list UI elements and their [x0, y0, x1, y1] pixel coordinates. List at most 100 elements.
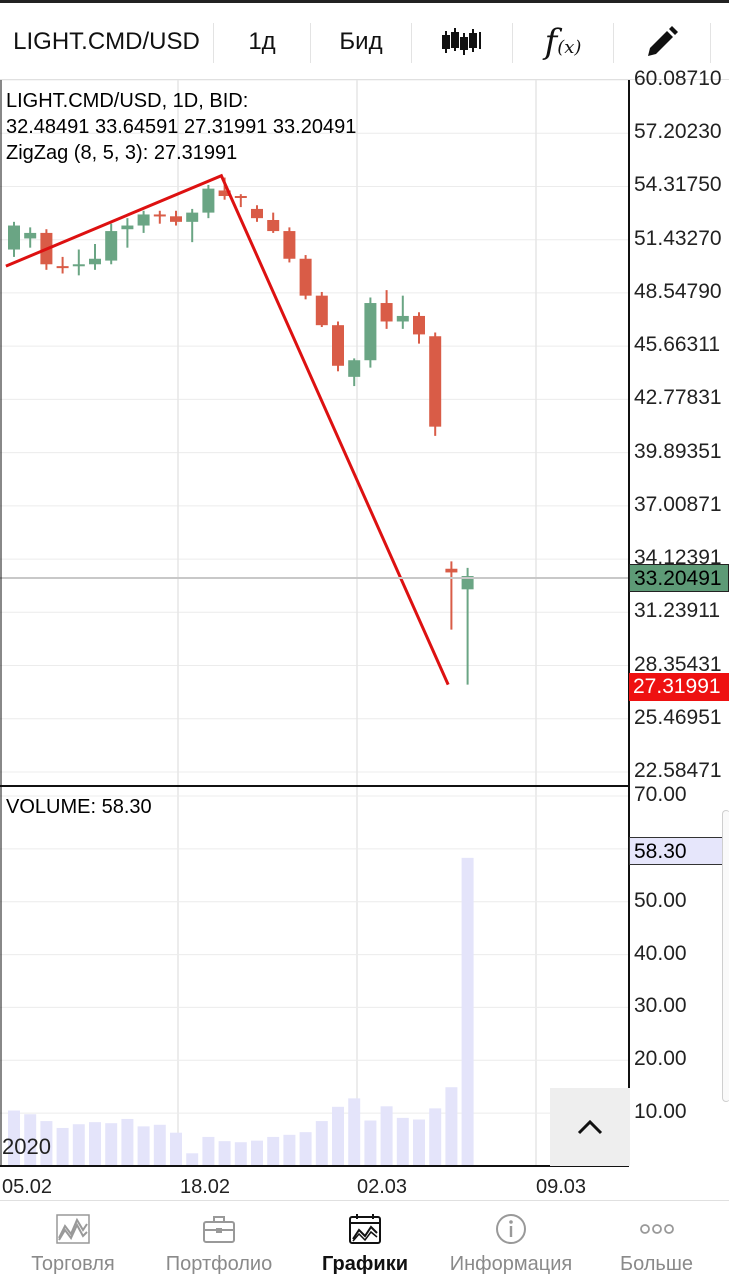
nav-label: Информация — [449, 1253, 573, 1275]
nav-label: Торговля — [31, 1253, 115, 1275]
volume-axis-label: 10.00 — [634, 1100, 687, 1124]
candle-body — [267, 219, 280, 232]
volume-axis-label: 20.00 — [634, 1047, 687, 1071]
volume-bar — [24, 1114, 37, 1166]
volume-bar — [72, 1124, 85, 1166]
candle-body — [315, 295, 328, 326]
candle-body — [251, 208, 263, 219]
volume-bar — [315, 1121, 328, 1166]
volume-bar — [396, 1117, 409, 1166]
candle-body — [72, 264, 85, 267]
volume-bar — [89, 1122, 101, 1166]
volume-axis-label: 50.00 — [634, 888, 687, 912]
candle-body — [234, 196, 247, 199]
function-icon: f (x) — [544, 21, 582, 62]
date-label: 02.03 — [357, 1176, 408, 1198]
volume-bar — [153, 1124, 166, 1166]
volume-bar — [283, 1134, 296, 1166]
candle-body — [202, 188, 215, 213]
candle-body — [24, 232, 37, 239]
price-type-selector[interactable]: Бид — [311, 3, 411, 80]
volume-bar — [299, 1132, 312, 1166]
candle-body — [105, 231, 118, 261]
volume-bar — [234, 1142, 247, 1166]
pencil-icon — [647, 25, 678, 56]
zigzag-polyline — [5, 173, 450, 686]
nav-label: Графики — [321, 1253, 408, 1275]
price-axis-label: 22.58471 — [634, 759, 722, 782]
volume-bar — [348, 1098, 361, 1166]
candle-body — [461, 576, 474, 590]
candle-body — [380, 303, 393, 322]
volume-bar — [202, 1136, 215, 1166]
candle-body — [429, 336, 442, 427]
indicator-button[interactable]: f (x) — [513, 3, 613, 80]
volume-bar — [137, 1126, 150, 1166]
symbol-label: LIGHT.CMD/USD — [13, 27, 200, 55]
volume-bar — [186, 1153, 199, 1166]
info-icon — [496, 1214, 526, 1244]
legend-ohlc-values: 32.48491 33.64591 27.31991 33.20491 — [6, 116, 357, 138]
symbol-selector[interactable]: LIGHT.CMD/USD — [0, 3, 213, 80]
candle-body — [332, 325, 344, 366]
scroll-handle[interactable] — [722, 810, 729, 1102]
ohlc-legend: LIGHT.CMD/USD, 1D, BID: 32.48491 33.6459… — [6, 88, 356, 166]
candle-body — [186, 212, 199, 222]
nav-trading[interactable]: Торговля — [0, 1201, 146, 1281]
nav-charts[interactable]: Графики — [292, 1201, 438, 1281]
price-axis-label: 28.35431 — [634, 652, 722, 676]
candle-body — [137, 214, 150, 226]
nav-label: Больше — [619, 1253, 694, 1275]
volume-axis-label: 40.00 — [634, 941, 687, 965]
candle-body — [218, 190, 231, 197]
volume-bar — [380, 1106, 393, 1166]
timeframe-label: 1д — [248, 27, 276, 55]
candle-body — [170, 216, 182, 222]
volume-bar — [40, 1121, 53, 1166]
year-label: 2020 — [2, 1134, 51, 1159]
candle-body — [153, 214, 166, 217]
volume-bar — [218, 1141, 231, 1166]
price-axis-label: 34.12391 — [634, 546, 722, 570]
candle-body — [413, 315, 425, 335]
volume-bar — [461, 857, 474, 1166]
draw-button[interactable] — [614, 3, 709, 80]
legend-symbol: LIGHT.CMD/USD, 1D, BID: — [6, 90, 249, 112]
toolbar-divider — [411, 23, 412, 63]
price-axis-label: 39.89351 — [634, 439, 722, 463]
toolbar-divider — [710, 23, 711, 63]
volume-bar — [445, 1087, 458, 1166]
price-axis-label: 31.23911 — [634, 599, 721, 623]
date-label: 09.03 — [536, 1176, 587, 1198]
nav-more[interactable]: Больше — [584, 1201, 729, 1281]
top-toolbar: LIGHT.CMD/USD 1д Бид f (x) — [0, 0, 729, 80]
volume-legend: VOLUME: 58.30 — [6, 796, 152, 818]
price-axis-label: 51.43270 — [634, 226, 722, 250]
chart-area[interactable] — [0, 80, 729, 1200]
candlesticks — [8, 177, 474, 685]
volume-bar — [267, 1136, 280, 1166]
zigzag-price-tag: 27.31991 — [629, 673, 729, 701]
volume-bar — [251, 1140, 263, 1166]
candle-body — [56, 266, 69, 269]
charts-icon — [349, 1214, 381, 1244]
chevron-up-icon — [577, 1119, 603, 1135]
candle-body — [8, 225, 20, 250]
current-volume-tag: 58.30 — [629, 837, 729, 865]
chart-type-button[interactable] — [412, 3, 512, 80]
more-icon — [639, 1224, 674, 1234]
price-axis-label: 57.20230 — [634, 120, 722, 144]
date-label: 18.02 — [180, 1176, 231, 1198]
toolbar-divider — [213, 23, 214, 63]
nav-info[interactable]: Информация — [438, 1201, 584, 1281]
candle-body — [364, 303, 377, 361]
volume-bar — [413, 1119, 425, 1166]
nav-portfolio[interactable]: Портфолио — [146, 1201, 292, 1281]
toolbar-divider — [613, 23, 614, 63]
timeframe-selector[interactable]: 1д — [214, 3, 310, 80]
toolbar-divider — [310, 23, 311, 63]
scroll-up-button[interactable] — [550, 1088, 630, 1166]
volume-bar — [170, 1132, 182, 1166]
volume-axis-label: 30.00 — [634, 994, 687, 1018]
briefcase-icon — [203, 1216, 235, 1243]
